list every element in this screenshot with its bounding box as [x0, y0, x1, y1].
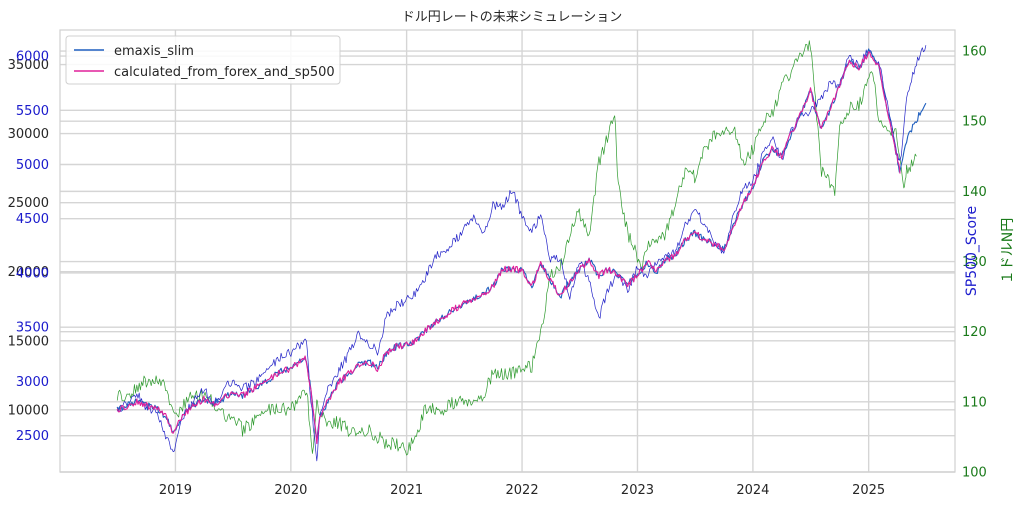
left-axis-tick-label-10000: 10000 [8, 403, 49, 418]
legend: emaxis_slim calculated_from_forex_and_sp… [65, 35, 341, 85]
forex-axis-label: １ドルN円 [1000, 218, 1016, 284]
sp500-axis-tick-label-5500: 5500 [16, 104, 49, 119]
chart-title: ドル円レートの未来シミュレーション [402, 10, 622, 25]
x-tick-label-2023: 2023 [621, 483, 654, 498]
x-tick-label-2019: 2019 [159, 483, 192, 498]
x-tick-label-2025: 2025 [852, 483, 885, 498]
legend-box [65, 35, 341, 85]
sp500-axis-label: SP500_Score [964, 206, 980, 296]
left-axis-tick-label-20000: 20000 [8, 265, 49, 280]
forex-axis-tick-label-120: 120 [962, 325, 987, 340]
calc-series-group [116, 51, 901, 445]
forex-axis-tick-label-100: 100 [962, 466, 987, 481]
right-axis-ticks: 100 110 120 130 140 150 160 [962, 45, 987, 481]
sp500-axis-tick-label-3500: 3500 [16, 321, 49, 336]
series-line-sp500-score-series-sp [116, 45, 927, 462]
sp500-axis-tick-label-4500: 4500 [16, 212, 49, 227]
x-tick-label-2021: 2021 [390, 483, 423, 498]
x-tick-label-2022: 2022 [506, 483, 539, 498]
left-axis-tick-label-30000: 30000 [8, 127, 49, 142]
forex-axis-tick-label-140: 140 [962, 185, 987, 200]
x-tick-label-2024: 2024 [736, 483, 769, 498]
y-gridlines [60, 50, 955, 473]
sp500-axis-tick-label-3000: 3000 [16, 375, 49, 390]
x-gridlines [174, 30, 870, 472]
sp500-axis-tick-label-5000: 5000 [16, 158, 49, 173]
sp500-axis-tick-label-6000: 6000 [16, 50, 49, 65]
legend-label-emaxis: emaxis_slim [114, 44, 194, 59]
series-line-calculated-from-forex-and-sp500-series-calc [116, 51, 901, 445]
sp500-axis-ticks: 2500 3000 3500 4000 4500 5000 5500 6000 [16, 50, 49, 445]
left-axis-ticks: 10000 15000 20000 25000 30000 35000 [8, 58, 49, 418]
forex-axis-tick-label-110: 110 [962, 395, 987, 410]
forex-axis-tick-label-160: 160 [962, 45, 987, 60]
left-axis-tick-label-15000: 15000 [8, 334, 49, 349]
forex-axis-tick-label-150: 150 [962, 115, 987, 130]
x-tick-label-2020: 2020 [274, 483, 307, 498]
sp500-axis-tick-label-2500: 2500 [16, 429, 49, 444]
left-axis-tick-label-35000: 35000 [8, 58, 49, 73]
series-line--n--series-forex [116, 40, 917, 456]
x-axis-ticks: 2019 2020 2021 2022 2023 2024 2025 [159, 483, 885, 498]
legend-label-calc: calculated_from_forex_and_sp500 [114, 65, 335, 80]
sp500-axis-tick-label-4000: 4000 [16, 266, 49, 281]
sp500-series-group [116, 45, 927, 462]
left-axis-tick-label-25000: 25000 [8, 196, 49, 211]
forex-axis-tick-label-130: 130 [962, 255, 987, 270]
forex-series-group [116, 40, 917, 456]
plot-frame [59, 29, 956, 473]
